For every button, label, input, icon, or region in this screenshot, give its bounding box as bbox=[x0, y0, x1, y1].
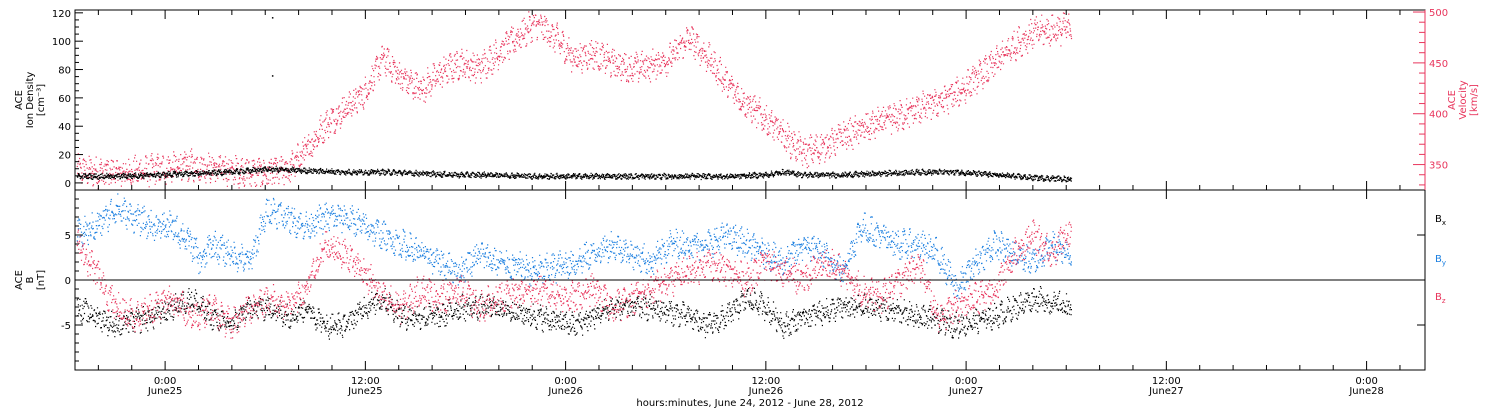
plot-labels: 020406080100120350400450500-5050:00June2… bbox=[14, 8, 1480, 409]
density-ylabel-line: ACE bbox=[14, 90, 25, 110]
legend-by-subscript: y bbox=[1442, 259, 1446, 267]
velocity-ytick-label: 400 bbox=[1429, 110, 1448, 121]
x-tick-date-label: June25 bbox=[347, 386, 383, 397]
x-tick-time-label: 12:00 bbox=[1152, 376, 1181, 387]
b-ytick-label: 5 bbox=[65, 231, 71, 242]
legend-bz-subscript: z bbox=[1442, 297, 1446, 305]
density-ytick-label: 80 bbox=[58, 66, 71, 77]
density-ylabel-line: [cm⁻³] bbox=[36, 84, 47, 116]
velocity-ylabel-line: ACE bbox=[1447, 90, 1458, 110]
legend-bz: Bz bbox=[1435, 292, 1446, 305]
density-ylabel: ACE Ion Density [cm⁻³] bbox=[14, 72, 47, 129]
legend-bx-subscript: x bbox=[1442, 219, 1446, 227]
velocity-series-points bbox=[76, 11, 1073, 190]
b-ytick-label: -5 bbox=[61, 321, 71, 332]
legend-by: By bbox=[1435, 254, 1446, 267]
x-tick-date-label: June28 bbox=[1348, 386, 1384, 397]
density-ytick-label: 40 bbox=[58, 122, 71, 133]
x-tick-time-label: 12:00 bbox=[351, 376, 380, 387]
x-tick-time-label: 0:00 bbox=[154, 376, 176, 387]
density-outlier-point bbox=[271, 17, 274, 19]
density-ytick-label: 60 bbox=[58, 94, 71, 105]
x-axis-title: hours:minutes, June 24, 2012 - June 28, … bbox=[636, 398, 863, 409]
x-tick-date-label: June26 bbox=[748, 386, 784, 397]
x-tick-time-label: 0:00 bbox=[554, 376, 576, 387]
x-tick-time-label: 0:00 bbox=[955, 376, 977, 387]
b-ylabel: ACE B [nT] bbox=[14, 270, 47, 290]
velocity-ylabel-line: Velocity bbox=[1458, 80, 1469, 119]
top-panel-data bbox=[76, 11, 1073, 190]
x-tick-date-label: June26 bbox=[547, 386, 583, 397]
density-ytick-label: 0 bbox=[65, 179, 71, 190]
velocity-ylabel: ACE Velocity [km/s] bbox=[1447, 80, 1480, 119]
density-ytick-label: 20 bbox=[58, 151, 71, 162]
b-ylabel-line: ACE bbox=[14, 270, 25, 290]
velocity-ytick-label: 500 bbox=[1429, 8, 1448, 19]
density-ylabel-line: Ion Density bbox=[25, 72, 36, 129]
density-ytick-label: 100 bbox=[52, 37, 71, 48]
velocity-ytick-label: 350 bbox=[1429, 161, 1448, 172]
bx-series-points bbox=[76, 286, 1072, 340]
density-outlier-point bbox=[271, 75, 274, 77]
x-tick-date-label: June27 bbox=[948, 386, 984, 397]
b-ytick-label: 0 bbox=[65, 276, 71, 287]
density-series-points bbox=[76, 166, 1073, 183]
x-tick-time-label: 12:00 bbox=[751, 376, 780, 387]
legend-bx: Bx bbox=[1435, 214, 1446, 227]
b-ylabel-line: [nT] bbox=[36, 270, 47, 290]
x-tick-date-label: June27 bbox=[1148, 386, 1184, 397]
b-ylabel-line: B bbox=[25, 276, 36, 283]
bz-series-points bbox=[76, 219, 1072, 339]
velocity-ytick-label: 450 bbox=[1429, 59, 1448, 70]
by-series-points bbox=[76, 193, 1072, 299]
velocity-ylabel-line: [km/s] bbox=[1469, 84, 1480, 116]
density-ytick-label: 120 bbox=[52, 9, 71, 20]
bottom-panel-data bbox=[76, 193, 1072, 340]
plot-axes bbox=[74, 9, 1426, 371]
x-tick-time-label: 0:00 bbox=[1355, 376, 1377, 387]
x-tick-date-label: June25 bbox=[147, 386, 183, 397]
